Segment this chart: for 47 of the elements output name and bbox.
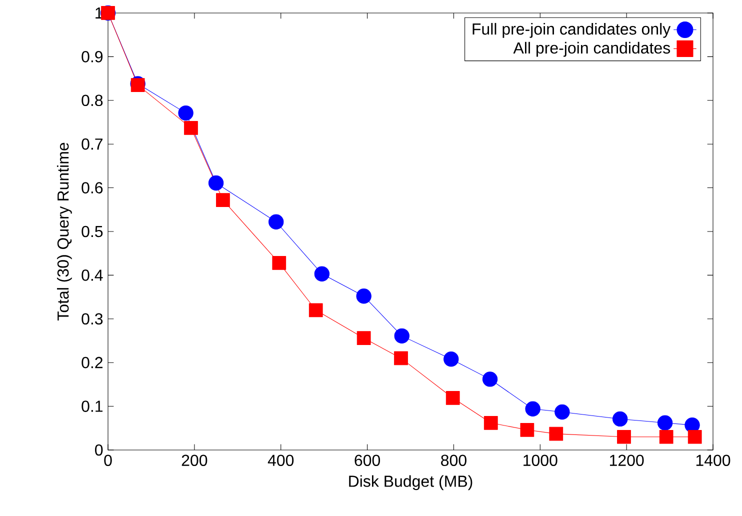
point (308, 303, 323, 318)
point (216, 193, 230, 207)
point (482, 372, 498, 387)
x-tick-label: 1000 (524, 454, 558, 466)
point (520, 422, 534, 437)
point (484, 416, 498, 430)
y-axis-title: Total (30) Query Runtime (56, 142, 72, 320)
x-tick-label: 600 (354, 454, 380, 466)
y-tick-label: 0.1 (82, 400, 103, 412)
point (554, 404, 570, 420)
x-tick-label: 800 (441, 454, 466, 466)
y-tick-label: 0.7 (82, 138, 102, 150)
x-tick-label: 1200 (610, 454, 644, 466)
x-tick-label: 0 (104, 454, 112, 466)
x-axis-title: Disk Budget (MB) (349, 475, 472, 490)
y-tick-label: 0.2 (82, 356, 102, 368)
point (184, 120, 198, 135)
point (612, 411, 628, 427)
y-tick-label: 0 (95, 444, 103, 456)
y-tick-label: 0.9 (82, 51, 103, 62)
y-tick-label: 0.5 (82, 226, 103, 238)
point (657, 415, 673, 430)
point (394, 328, 410, 344)
y-tick-label: 0.6 (82, 182, 103, 194)
legend-label: All pre-join candidates (513, 42, 670, 57)
y-tick-label: 0.8 (82, 94, 103, 106)
x-tick-label: 1400 (696, 454, 730, 466)
point (268, 214, 284, 230)
x-tick-label: 200 (182, 454, 208, 466)
point (208, 175, 224, 191)
point (659, 430, 674, 444)
point (356, 331, 371, 346)
point (444, 351, 459, 367)
point (688, 430, 702, 444)
point (272, 256, 286, 270)
legend-label: Full pre-join candidates only (472, 22, 671, 38)
point (525, 401, 540, 417)
point (446, 391, 460, 405)
y-tick-label: 0.4 (82, 270, 103, 281)
point (394, 351, 408, 366)
point (617, 430, 631, 444)
y-tick-label: 0.3 (82, 313, 103, 325)
point (356, 288, 372, 304)
point (178, 105, 194, 121)
point (314, 266, 330, 282)
point (549, 426, 564, 441)
x-tick-label: 400 (268, 454, 294, 466)
